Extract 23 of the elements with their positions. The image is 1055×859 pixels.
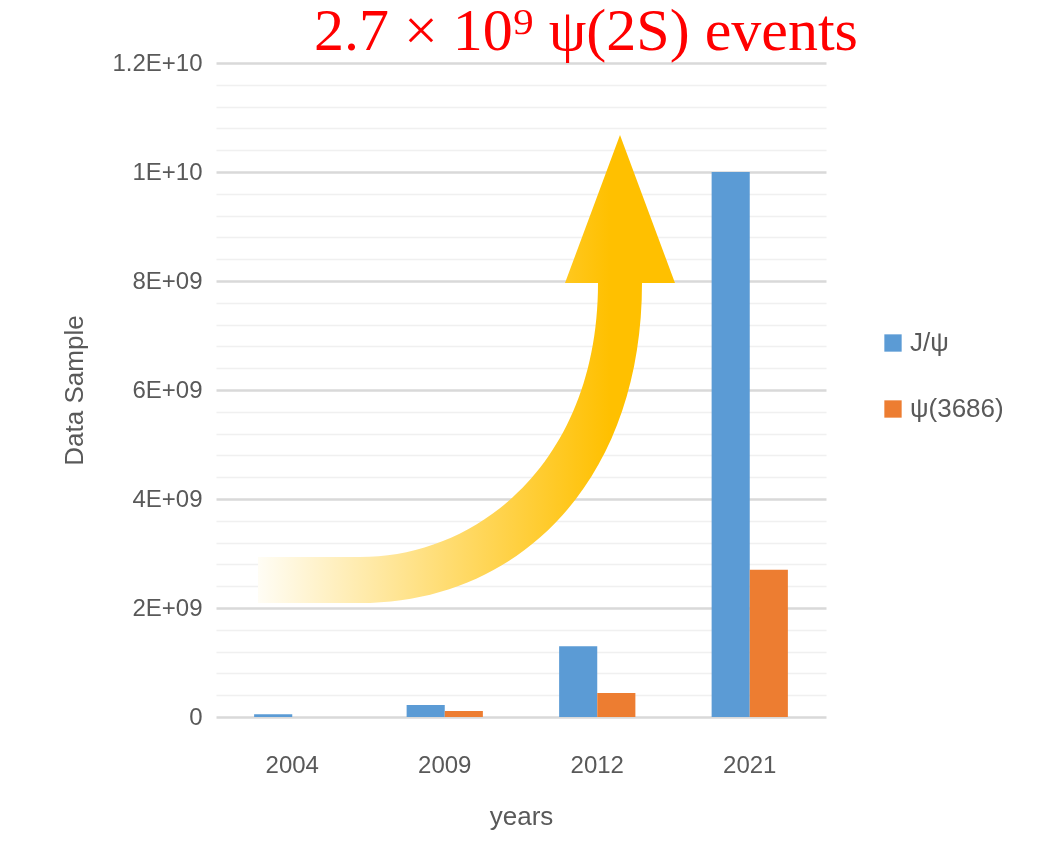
bar (749, 569, 788, 717)
y-tick-label: 6E+09 (132, 375, 203, 403)
x-tick-label: 2004 (265, 750, 319, 778)
x-tick-label: 2009 (418, 750, 472, 778)
y-tick-label: 2E+09 (132, 593, 203, 621)
y-axis-title: Data Sample (59, 315, 90, 466)
bar (559, 646, 598, 717)
legend-label: J/ψ (910, 327, 949, 357)
y-tick-label: 4E+09 (132, 484, 203, 512)
bar (254, 714, 293, 717)
bar (597, 693, 636, 717)
x-axis-title: years (489, 800, 554, 831)
y-tick-label: 1.2E+10 (112, 48, 203, 76)
y-tick-label: 0 (189, 702, 203, 730)
bar (406, 705, 445, 717)
legend-label: ψ(3686) (910, 393, 1004, 423)
bar (711, 172, 750, 717)
bar (444, 711, 483, 717)
x-tick-label: 2021 (723, 750, 777, 778)
y-tick-label: 1E+10 (132, 157, 203, 185)
chart-title: 2.7 × 10⁹ ψ(2S) events (314, 0, 858, 63)
x-tick-label: 2012 (570, 750, 624, 778)
y-tick-label: 8E+09 (132, 266, 203, 294)
